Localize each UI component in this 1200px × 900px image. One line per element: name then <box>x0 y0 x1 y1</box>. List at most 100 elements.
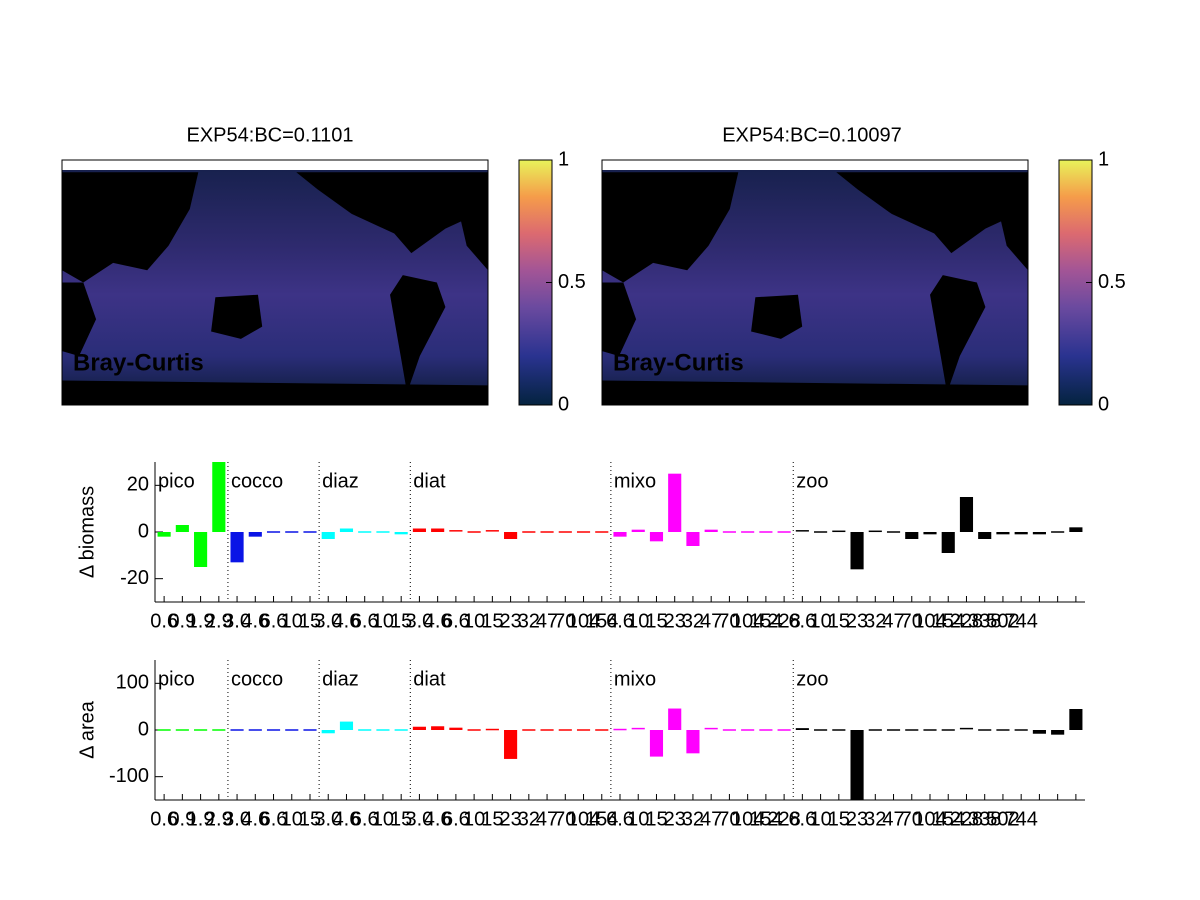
land <box>602 282 637 356</box>
x-tick-label: 47 <box>700 610 722 632</box>
x-tick-label: 47 <box>882 808 904 830</box>
x-tick-label: 32 <box>518 610 540 632</box>
x-tick-label: 10 <box>627 610 649 632</box>
x-tick-label: 104 <box>567 808 600 830</box>
bar <box>941 532 955 553</box>
bar <box>686 532 700 546</box>
x-tick-label: 4.6 <box>241 808 269 830</box>
bar <box>467 729 481 731</box>
colorbar-tick-label: 0.5 <box>1098 271 1126 293</box>
x-tick-label: 15 <box>481 610 503 632</box>
x-tick-label: 6.6 <box>260 610 288 632</box>
x-tick-label: 154 <box>749 610 782 632</box>
x-tick-label: 32 <box>518 808 540 830</box>
x-tick-label: 23 <box>846 808 868 830</box>
colorbar-tick-label: 1 <box>558 148 569 170</box>
bar <box>978 532 992 539</box>
bar <box>321 730 335 734</box>
bar <box>303 729 317 731</box>
x-tick-label: 3.0 <box>223 808 251 830</box>
x-tick-label: 23 <box>664 610 686 632</box>
bar <box>412 726 426 730</box>
bar <box>212 729 226 731</box>
bar <box>613 728 627 731</box>
x-tick-label: 10 <box>627 808 649 830</box>
y-tick-label: 20 <box>127 474 149 496</box>
x-tick-label: 154 <box>585 808 618 830</box>
bar <box>285 531 299 533</box>
x-tick-label: 3.0 <box>314 610 342 632</box>
bar <box>431 726 445 730</box>
x-tick-label: 6.6 <box>788 808 816 830</box>
x-tick-label: 32 <box>682 610 704 632</box>
bar <box>394 729 408 731</box>
bar <box>978 729 992 731</box>
bar <box>358 729 372 731</box>
x-tick-label: 23 <box>846 610 868 632</box>
x-tick-label: 10 <box>809 610 831 632</box>
bar <box>1051 531 1065 533</box>
bar <box>1014 729 1028 731</box>
bar <box>996 532 1010 535</box>
bar <box>595 729 609 731</box>
x-tick-label: 10 <box>372 808 394 830</box>
land <box>211 294 263 339</box>
bar <box>285 729 299 731</box>
bar <box>886 729 901 731</box>
bar <box>431 528 445 532</box>
map-title: EXP54:BC=0.10097 <box>722 124 902 146</box>
x-tick-label: 154 <box>585 610 618 632</box>
bar <box>886 531 901 533</box>
bar <box>832 729 846 731</box>
x-tick-label: 15 <box>390 610 412 632</box>
bar <box>522 531 536 533</box>
x-tick-label: 4.6 <box>424 808 452 830</box>
land <box>930 275 986 393</box>
x-tick-label: 104 <box>731 808 764 830</box>
bar <box>850 730 864 800</box>
x-tick-label: 228 <box>767 610 800 632</box>
x-tick-label: 6.6 <box>606 808 634 830</box>
x-tick-label: 10 <box>463 808 485 830</box>
bar <box>194 729 208 731</box>
map-missing <box>602 160 1028 170</box>
x-tick-label: 228 <box>950 808 983 830</box>
bar <box>759 729 773 731</box>
x-tick-label: 0.9 <box>168 610 196 632</box>
y-tick-label: -100 <box>109 765 149 787</box>
y-tick-label: 0 <box>138 520 149 542</box>
map-label: Bray-Curtis <box>613 349 744 376</box>
x-tick-label: 15 <box>481 808 503 830</box>
colorbar-tick-label: 0 <box>1098 393 1109 415</box>
group-label: zoo <box>796 470 828 492</box>
bar <box>504 532 518 539</box>
x-tick-label: 338 <box>968 610 1001 632</box>
bar <box>230 532 244 563</box>
x-tick-label: 104 <box>913 808 946 830</box>
x-tick-label: 3.0 <box>406 808 434 830</box>
x-tick-label: 70 <box>718 808 740 830</box>
x-tick-label: 47 <box>536 610 558 632</box>
bar <box>412 528 426 532</box>
group-label: mixo <box>614 668 656 690</box>
bar <box>376 729 390 731</box>
x-tick-label: 15 <box>645 610 667 632</box>
y-tick-label: -20 <box>120 567 149 589</box>
x-tick-label: 0.6 <box>150 610 178 632</box>
x-tick-label: 32 <box>682 808 704 830</box>
x-tick-label: 228 <box>767 808 800 830</box>
bar <box>358 531 372 533</box>
bar <box>576 729 591 731</box>
bar <box>576 531 591 533</box>
x-tick-label: 47 <box>882 610 904 632</box>
x-tick-label: 154 <box>749 808 782 830</box>
x-tick-label: 0.9 <box>168 808 196 830</box>
bar <box>905 532 919 539</box>
x-tick-label: 10 <box>372 610 394 632</box>
x-tick-label: 70 <box>718 610 740 632</box>
x-tick-label: 3.0 <box>314 808 342 830</box>
bar <box>157 532 171 537</box>
bar <box>905 729 919 731</box>
bar <box>668 473 682 532</box>
